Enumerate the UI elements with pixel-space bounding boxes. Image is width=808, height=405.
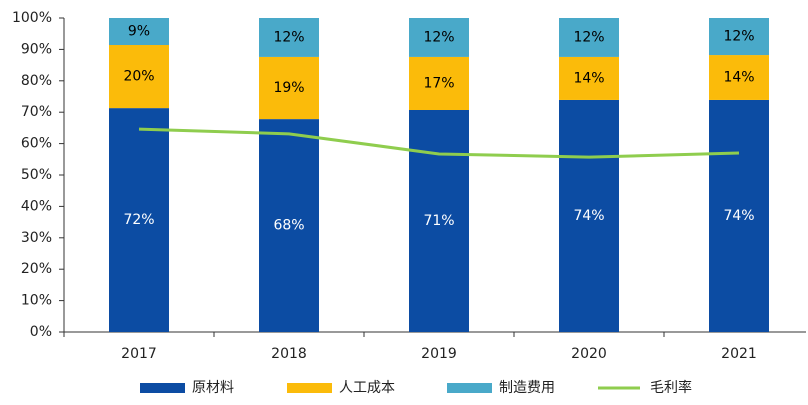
x-tick-label: 2021 xyxy=(721,346,757,362)
y-tick-label: 10% xyxy=(21,293,52,309)
y-tick-label: 20% xyxy=(21,261,52,277)
data-label: 19% xyxy=(273,80,304,96)
legend-swatch xyxy=(287,383,332,393)
y-tick-label: 90% xyxy=(21,41,52,57)
bar xyxy=(709,18,769,56)
legend-label: 原材料 xyxy=(192,380,234,396)
line xyxy=(138,127,740,159)
data-label: 74% xyxy=(723,208,754,224)
bar xyxy=(409,56,469,111)
y-tick-label: 50% xyxy=(21,167,52,183)
y-tick-label: 0% xyxy=(30,324,52,340)
y-tick-label: 100% xyxy=(12,10,52,26)
bar xyxy=(709,99,769,332)
data-label: 71% xyxy=(423,213,454,229)
bar xyxy=(259,119,319,332)
bar xyxy=(259,56,319,120)
bar xyxy=(109,108,169,332)
legend-label: 制造费用 xyxy=(499,380,555,396)
bar xyxy=(109,18,169,46)
bar xyxy=(709,55,769,100)
y-tick-label: 60% xyxy=(21,136,52,152)
bar xyxy=(559,56,619,100)
bar xyxy=(109,45,169,109)
legend-label: 人工成本 xyxy=(339,380,395,396)
data-label: 68% xyxy=(273,218,304,234)
x-tick-label: 2018 xyxy=(271,346,307,362)
x-tick-label: 2019 xyxy=(421,346,457,362)
bar xyxy=(559,18,619,57)
legend-swatch xyxy=(447,383,492,393)
bar xyxy=(409,110,469,332)
bar xyxy=(559,99,619,332)
data-label: 14% xyxy=(723,70,754,86)
x-tick-label: 2020 xyxy=(571,346,607,362)
y-tick-label: 40% xyxy=(21,198,52,214)
data-label: 17% xyxy=(423,75,454,91)
legend-label: 毛利率 xyxy=(650,379,692,396)
bar xyxy=(259,18,319,57)
data-label: 9% xyxy=(128,24,150,40)
data-label: 74% xyxy=(573,208,604,224)
data-label: 12% xyxy=(423,29,454,45)
data-label: 14% xyxy=(573,70,604,86)
data-label: 12% xyxy=(723,29,754,45)
x-tick-label: 2017 xyxy=(121,346,157,362)
data-label: 72% xyxy=(123,212,154,228)
legend-swatch xyxy=(140,383,185,393)
bar xyxy=(409,18,469,57)
y-tick-label: 80% xyxy=(21,73,52,89)
data-label: 20% xyxy=(123,69,154,85)
data-label: 12% xyxy=(573,29,604,45)
data-label: 12% xyxy=(273,29,304,45)
y-tick-label: 70% xyxy=(21,104,52,120)
y-tick-label: 30% xyxy=(21,230,52,246)
